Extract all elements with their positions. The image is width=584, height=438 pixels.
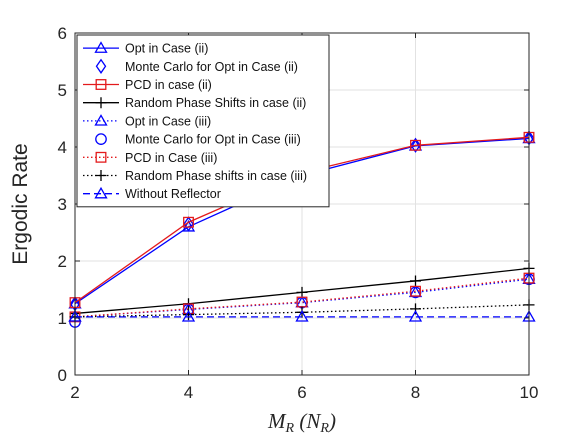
x-axis-title-n: N <box>305 409 321 433</box>
x-tick-label: 2 <box>70 383 79 402</box>
x-tick-label: 10 <box>520 383 539 402</box>
y-tick-label: 0 <box>58 366 67 385</box>
legend-label: Without Reflector <box>125 187 221 201</box>
legend-swatch-marker <box>95 97 107 109</box>
data-point <box>408 310 423 322</box>
legend-label: Opt in Case (ii) <box>125 42 208 56</box>
legend-item: Opt in Case (iii) <box>83 114 211 128</box>
legend-label: Random Phase Shifts in case (ii) <box>125 96 306 110</box>
legend-swatch-marker <box>95 79 107 90</box>
legend-item: Without Reflector <box>83 186 221 201</box>
data-point <box>183 216 194 232</box>
y-tick-label: 2 <box>58 252 67 271</box>
legend-item: PCD in Case (iii) <box>83 151 217 165</box>
data-point <box>410 137 421 153</box>
axis-ticks: 2 4 6 8 10 0 1 2 3 4 5 6 <box>58 24 539 402</box>
legend-swatch-marker <box>94 186 108 199</box>
data-point <box>410 275 421 287</box>
legend-item: Monte Carlo for Opt in Case (ii) <box>95 58 298 74</box>
legend-label: Monte Carlo for Opt in Case (iii) <box>125 133 301 147</box>
legend-item: Monte Carlo for Opt in Case (iii) <box>95 133 301 147</box>
legend-label: PCD in Case (iii) <box>125 151 217 165</box>
y-axis-title: Ergodic Rate <box>9 143 32 264</box>
x-tick-label: 6 <box>297 383 306 402</box>
x-axis-title-m-sub: R <box>285 421 295 436</box>
legend: Opt in Case (ii) Monte Carlo for Opt in C… <box>76 34 330 208</box>
x-axis-title: MR (NR) <box>267 409 336 436</box>
legend-item: Random Phase Shifts in case (ii) <box>83 96 306 110</box>
data-point <box>181 310 196 322</box>
legend-swatch-marker <box>94 114 108 126</box>
legend-item: Opt in Case (ii) <box>83 41 208 56</box>
y-tick-label: 1 <box>58 309 67 328</box>
legend-label: Opt in Case (iii) <box>125 114 211 128</box>
legend-label: Monte Carlo for Opt in Case (ii) <box>125 60 298 74</box>
legend-swatch-marker <box>94 41 108 53</box>
data-point <box>410 285 421 297</box>
x-axis-title-m: M <box>267 409 287 433</box>
data-point <box>410 139 421 151</box>
data-point <box>295 310 309 322</box>
legend-label: PCD in case (ii) <box>125 78 212 92</box>
y-tick-label: 3 <box>58 195 67 214</box>
legend-label: Random Phase shifts in case (iii) <box>125 169 307 183</box>
legend-swatch-marker <box>95 151 107 163</box>
legend-item: Random Phase shifts in case (iii) <box>83 169 307 183</box>
y-tick-label: 6 <box>58 24 67 43</box>
y-tick-label: 5 <box>58 81 67 100</box>
legend-swatch-marker <box>95 170 107 181</box>
x-axis-title-n-sub: R <box>319 421 329 436</box>
legend-swatch-marker <box>95 58 107 74</box>
legend-box <box>76 34 330 208</box>
data-point <box>183 216 194 228</box>
x-tick-label: 8 <box>411 383 420 402</box>
legend-item: PCD in case (ii) <box>83 78 212 92</box>
legend-swatch-marker <box>95 133 107 145</box>
y-tick-label: 4 <box>58 138 67 157</box>
x-tick-label: 4 <box>184 383 193 402</box>
